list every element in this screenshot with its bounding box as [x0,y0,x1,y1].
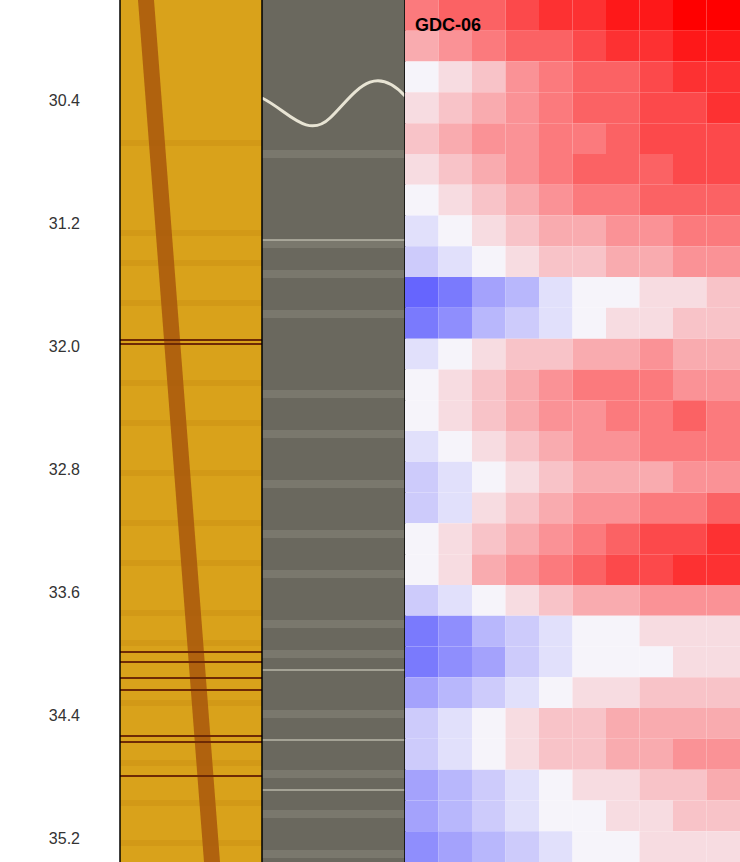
svg-text:34.4: 34.4 [49,707,80,724]
svg-text:32.8: 32.8 [49,461,80,478]
svg-text:30.4: 30.4 [49,92,80,109]
svg-text:31.2: 31.2 [49,215,80,232]
svg-text:32.0: 32.0 [49,338,80,355]
svg-text:35.2: 35.2 [49,830,80,847]
html-text:GDC-06: GDC-06 [415,15,481,35]
svg-text:33.6: 33.6 [49,584,80,601]
